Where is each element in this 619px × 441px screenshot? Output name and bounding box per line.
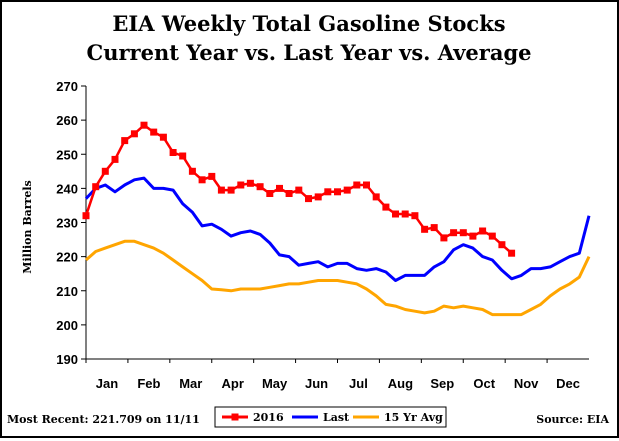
y-tick-label: 200 bbox=[56, 318, 78, 333]
data-point-2016 bbox=[430, 224, 438, 232]
x-tick-label: Oct bbox=[473, 376, 495, 391]
legend: 2016 Last 15 Yr Avg bbox=[222, 411, 443, 424]
x-tick-label: Aug bbox=[388, 376, 413, 391]
footer-most-recent: Most Recent: 221.709 on 11/11 bbox=[7, 413, 200, 426]
legend-label: 15 Yr Avg bbox=[384, 411, 443, 424]
data-point-2016 bbox=[111, 155, 119, 163]
data-point-2016 bbox=[295, 186, 303, 194]
data-point-2016 bbox=[256, 183, 264, 191]
data-point-2016 bbox=[324, 188, 332, 196]
data-point-2016 bbox=[82, 212, 90, 220]
y-tick-label: 220 bbox=[56, 250, 78, 265]
y-axis-label: Million Barrels bbox=[21, 180, 34, 273]
data-point-2016 bbox=[121, 137, 129, 145]
data-point-2016 bbox=[285, 190, 293, 197]
data-point-2016 bbox=[498, 241, 506, 249]
y-tick-label: 270 bbox=[56, 79, 78, 94]
y-tick-label: 260 bbox=[56, 113, 78, 128]
data-point-2016 bbox=[353, 181, 361, 189]
data-point-2016 bbox=[372, 193, 380, 201]
data-point-2016 bbox=[237, 181, 245, 189]
data-point-2016 bbox=[479, 227, 487, 235]
x-tick-label: Mar bbox=[179, 376, 202, 391]
legend-box bbox=[214, 406, 447, 428]
y-tick-label: 210 bbox=[56, 284, 78, 299]
data-point-2016 bbox=[169, 149, 177, 156]
data-point-2016 bbox=[150, 128, 158, 136]
x-tick-label: Jun bbox=[305, 376, 328, 391]
y-tick-label: 240 bbox=[56, 181, 78, 196]
footer-source: Source: EIA bbox=[536, 413, 609, 426]
data-point-2016 bbox=[450, 229, 458, 237]
legend-label: Last bbox=[323, 411, 350, 424]
data-point-2016 bbox=[314, 193, 322, 201]
legend-marker bbox=[231, 413, 239, 421]
x-tick-label: Apr bbox=[222, 376, 244, 391]
x-tick-label: May bbox=[262, 376, 288, 391]
x-tick-label: Nov bbox=[514, 376, 539, 391]
data-point-2016 bbox=[101, 167, 109, 175]
y-tick-label: 250 bbox=[56, 147, 78, 162]
data-point-2016 bbox=[488, 232, 496, 240]
data-point-2016 bbox=[227, 186, 235, 194]
data-point-2016 bbox=[276, 184, 283, 192]
data-point-2016 bbox=[208, 172, 216, 180]
data-point-2016 bbox=[363, 181, 370, 189]
data-point-2016 bbox=[130, 130, 138, 138]
data-point-2016 bbox=[140, 121, 148, 129]
data-point-2016 bbox=[343, 186, 351, 194]
x-tick-label: Sep bbox=[430, 376, 454, 391]
data-point-2016 bbox=[440, 234, 448, 242]
data-point-2016 bbox=[392, 210, 399, 218]
chart-title: EIA Weekly Total Gasoline Stocks bbox=[112, 11, 505, 36]
series-line-15-yr-avg bbox=[85, 239, 591, 317]
data-point-2016 bbox=[179, 152, 187, 160]
data-point-2016 bbox=[188, 167, 196, 175]
data-point-2016 bbox=[411, 212, 419, 220]
data-point-2016 bbox=[421, 225, 429, 233]
data-point-2016 bbox=[92, 183, 100, 191]
y-tick-label: 190 bbox=[56, 352, 78, 367]
x-tick-label: Jan bbox=[96, 376, 118, 391]
data-point-2016 bbox=[401, 210, 409, 218]
gasoline-stocks-chart: EIA Weekly Total Gasoline Stocks Current… bbox=[7, 11, 609, 428]
legend-label: 2016 bbox=[253, 411, 284, 424]
data-point-2016 bbox=[246, 179, 254, 187]
chart-subtitle: Current Year vs. Last Year vs. Average bbox=[87, 40, 532, 65]
data-point-2016 bbox=[159, 133, 167, 141]
data-point-2016 bbox=[334, 188, 341, 196]
data-point-2016 bbox=[459, 229, 467, 237]
x-tick-label: Jul bbox=[349, 376, 368, 391]
data-point-2016 bbox=[198, 176, 206, 184]
series-line-last bbox=[84, 176, 591, 282]
data-point-2016 bbox=[508, 249, 516, 257]
data-point-2016 bbox=[469, 232, 477, 240]
x-tick-label: Dec bbox=[556, 376, 580, 391]
data-point-2016 bbox=[305, 195, 312, 203]
data-point-2016 bbox=[382, 203, 390, 211]
data-point-2016 bbox=[266, 190, 274, 197]
x-tick-label: Feb bbox=[137, 376, 160, 391]
y-tick-label: 230 bbox=[56, 216, 78, 231]
data-point-2016 bbox=[217, 186, 225, 194]
plot-area: 190 200 210 220 230 240 250 260 270 Jan Feb Mar Apr M… bbox=[56, 79, 591, 391]
